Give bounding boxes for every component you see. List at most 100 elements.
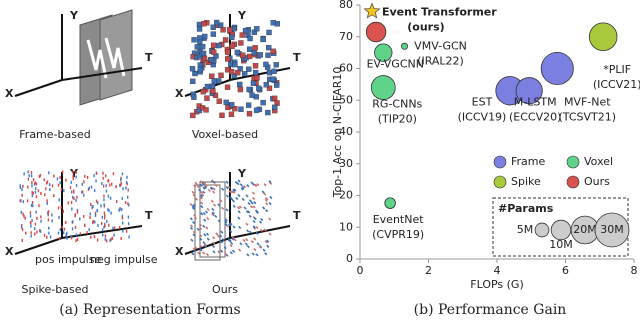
voxel bbox=[254, 26, 260, 32]
spike bbox=[199, 233, 203, 238]
y-axis-label: Top-1 Acc on N-CIFAR10 bbox=[331, 67, 344, 199]
spike bbox=[212, 190, 216, 194]
voxel bbox=[246, 53, 253, 60]
spike bbox=[251, 191, 256, 195]
voxel bbox=[246, 111, 253, 117]
voxel bbox=[242, 71, 248, 77]
frame-figure bbox=[86, 37, 126, 79]
spike bbox=[196, 185, 200, 189]
y-tick-label: 40 bbox=[339, 125, 353, 138]
spike bbox=[190, 226, 194, 230]
spike bbox=[191, 190, 195, 194]
voxel bbox=[254, 75, 260, 81]
spike bbox=[202, 224, 206, 228]
highlight-label: (ours) bbox=[407, 20, 444, 33]
spike bbox=[263, 183, 267, 187]
spike bbox=[253, 183, 257, 187]
voxel bbox=[194, 44, 200, 50]
spike bbox=[198, 223, 202, 227]
point-label: VMV-GCN bbox=[414, 39, 467, 52]
spike bbox=[233, 188, 237, 192]
spike bbox=[228, 223, 232, 227]
axis-letter: Y bbox=[237, 167, 247, 180]
spike bbox=[211, 207, 215, 211]
point-label: (ICCV21) bbox=[593, 78, 640, 91]
spike bbox=[193, 246, 198, 250]
spike bbox=[242, 238, 246, 242]
spike bbox=[252, 205, 256, 209]
voxel bbox=[216, 42, 222, 49]
spike bbox=[224, 252, 228, 256]
y-tick-label: 50 bbox=[339, 93, 353, 106]
voxel bbox=[210, 88, 216, 94]
spike bbox=[200, 205, 204, 209]
spike bbox=[203, 233, 207, 237]
voxel bbox=[219, 112, 225, 119]
spike bbox=[229, 244, 233, 248]
spike bbox=[191, 206, 195, 210]
spike bbox=[250, 240, 254, 244]
legend-swatch bbox=[566, 155, 580, 169]
voxel bbox=[247, 35, 253, 42]
spike bbox=[261, 190, 265, 194]
voxel bbox=[197, 62, 203, 68]
spike bbox=[262, 206, 266, 210]
spike bbox=[199, 180, 203, 184]
spike bbox=[192, 249, 196, 253]
spike bbox=[205, 253, 210, 257]
spike bbox=[212, 203, 217, 207]
spike bbox=[243, 206, 247, 210]
point-label: (IRAL22) bbox=[417, 54, 464, 67]
axis bbox=[229, 225, 291, 239]
spike bbox=[259, 220, 263, 224]
voxel bbox=[250, 80, 257, 86]
voxel bbox=[228, 111, 235, 118]
voxel bbox=[234, 49, 241, 56]
spike bbox=[225, 186, 229, 190]
spike bbox=[214, 183, 218, 187]
spike bbox=[200, 201, 204, 205]
spike bbox=[248, 199, 252, 203]
spike bbox=[237, 193, 241, 198]
bubble bbox=[588, 22, 618, 52]
spike bbox=[202, 190, 206, 194]
voxel bbox=[208, 56, 215, 63]
spike bbox=[225, 208, 229, 212]
axis-letter: X bbox=[175, 245, 184, 258]
spike bbox=[204, 243, 208, 247]
voxel bbox=[216, 98, 222, 104]
voxel bbox=[211, 49, 217, 55]
spike bbox=[191, 252, 195, 256]
spike bbox=[214, 214, 218, 218]
voxel bbox=[263, 82, 269, 88]
voxel bbox=[260, 99, 266, 106]
spike bbox=[224, 218, 228, 222]
spike bbox=[256, 242, 260, 246]
spike bbox=[220, 230, 224, 234]
spike bbox=[206, 217, 210, 221]
spike bbox=[217, 250, 221, 254]
spike bbox=[230, 190, 234, 194]
spike bbox=[264, 198, 268, 203]
spike bbox=[229, 222, 233, 226]
x-tick-label: 8 bbox=[631, 264, 638, 277]
spike bbox=[221, 238, 225, 242]
spike bbox=[251, 196, 256, 201]
spike bbox=[212, 241, 216, 245]
x-tick-label: 4 bbox=[494, 264, 501, 277]
spike bbox=[225, 180, 229, 184]
voxel bbox=[266, 29, 272, 36]
spike bbox=[253, 201, 257, 205]
spike bbox=[199, 244, 203, 248]
spike bbox=[266, 244, 270, 249]
spike bbox=[192, 193, 196, 198]
spike bbox=[203, 185, 207, 189]
spike bbox=[192, 247, 196, 251]
spike bbox=[236, 206, 241, 210]
spike bbox=[258, 245, 263, 249]
y-tick-label: 60 bbox=[339, 62, 353, 75]
spike bbox=[225, 194, 229, 198]
spike bbox=[192, 233, 196, 237]
spike bbox=[210, 186, 214, 190]
size-legend-bubble bbox=[534, 222, 550, 238]
